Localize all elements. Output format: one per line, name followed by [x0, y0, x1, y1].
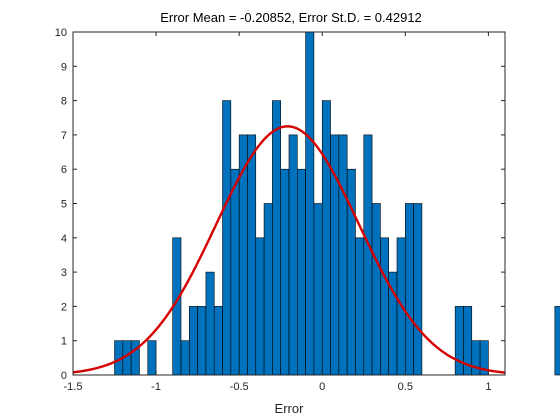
histogram-bar — [338, 134, 348, 376]
histogram-bar — [213, 306, 223, 376]
histogram-bar — [272, 100, 281, 376]
histogram-bar — [313, 203, 323, 376]
y-tick-label: 4 — [61, 233, 67, 245]
x-axis-ticks: -1.5 -1 -0.5 0 0.5 1 — [64, 32, 491, 393]
histogram-bar — [554, 306, 560, 376]
x-axis-label: Error — [275, 401, 305, 416]
histogram-bar — [222, 100, 232, 376]
y-tick-label: 5 — [61, 199, 67, 211]
histogram-bar — [321, 100, 331, 376]
x-tick-label: 0 — [319, 381, 325, 393]
histogram-bar — [230, 168, 240, 376]
histogram-bar — [255, 237, 265, 376]
y-tick-label: 9 — [61, 61, 67, 73]
histogram-bar — [454, 306, 464, 376]
histogram-bar — [371, 203, 381, 376]
histogram-bar — [471, 340, 481, 376]
y-tick-label: 6 — [61, 164, 67, 176]
y-tick-label: 8 — [61, 96, 67, 108]
histogram-bar — [363, 134, 373, 376]
histogram-bar — [147, 340, 157, 376]
y-tick-label: 1 — [61, 336, 67, 348]
y-tick-label: 2 — [61, 301, 67, 313]
histogram-bar — [247, 134, 257, 376]
chart-title: Error Mean = -0.20852, Error St.D. = 0.4… — [160, 10, 422, 25]
y-axis-ticks: 0 1 2 3 4 5 6 7 8 9 10 — [55, 27, 505, 382]
histogram-bar — [405, 203, 414, 376]
x-tick-label: -1.5 — [64, 381, 83, 393]
histogram-bar — [205, 271, 215, 376]
histogram-bar — [355, 237, 365, 376]
x-tick-label: -1 — [151, 381, 161, 393]
histogram-bar — [263, 203, 273, 376]
histogram-bar — [197, 306, 207, 376]
x-tick-label: -0.5 — [230, 381, 249, 393]
y-tick-label: 10 — [55, 27, 67, 39]
y-tick-label: 7 — [61, 130, 67, 142]
histogram-bar — [189, 306, 198, 376]
normal-fit-curve — [72, 125, 506, 374]
histogram-bar — [305, 31, 315, 376]
histogram-bar — [180, 340, 190, 376]
histogram-bar — [280, 168, 290, 376]
y-tick-label: 3 — [61, 267, 67, 279]
histogram-bar — [297, 168, 306, 376]
y-tick-label: 0 — [61, 370, 67, 382]
x-tick-label: 0.5 — [398, 381, 413, 393]
histogram-bar — [380, 237, 389, 376]
histogram-bar — [288, 134, 298, 376]
x-tick-label: 1 — [485, 381, 491, 393]
histogram-bar — [413, 203, 423, 376]
